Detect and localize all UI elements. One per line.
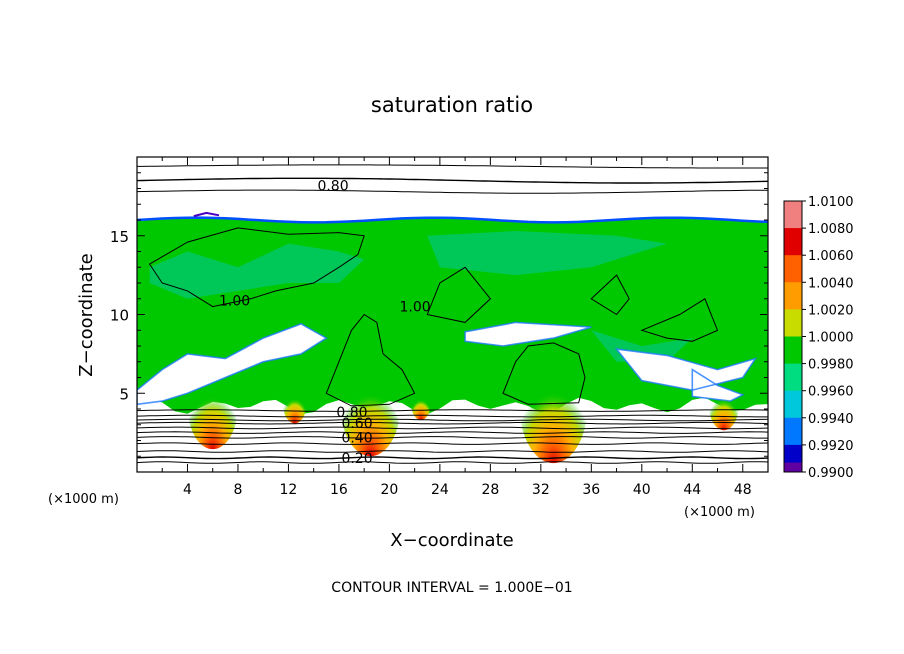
contour-line bbox=[137, 426, 768, 430]
contour-line bbox=[137, 189, 768, 194]
contour-line bbox=[137, 421, 768, 425]
contour-label: 0.60 bbox=[341, 416, 372, 432]
contour-line-1.00 bbox=[325, 313, 416, 407]
colorbar-swatch bbox=[784, 390, 802, 419]
colorbar-swatch bbox=[784, 282, 802, 310]
x-axis-label: X−coordinate bbox=[390, 530, 513, 551]
contour-line-1.00 bbox=[590, 274, 630, 316]
subsaturated-patch bbox=[149, 243, 365, 299]
contour-label: 0.20 bbox=[341, 451, 372, 467]
contour-lines bbox=[137, 164, 768, 464]
contour-line-1.00 bbox=[640, 298, 719, 342]
contour-line bbox=[137, 414, 768, 418]
x-tick-label: 12 bbox=[280, 482, 298, 498]
colorbar-label: 0.9940 bbox=[808, 412, 854, 427]
x-tick-label: 32 bbox=[532, 482, 550, 498]
contour-line bbox=[137, 418, 768, 422]
contour-label: 1.00 bbox=[399, 300, 430, 316]
y-tick-label: 5 bbox=[119, 385, 129, 403]
colorbar-label: 0.9960 bbox=[808, 385, 854, 400]
x-tick-label: 16 bbox=[330, 482, 348, 498]
colorbar-label: 1.0040 bbox=[808, 276, 854, 291]
y-axis: 5 10 15 bbox=[110, 172, 768, 457]
colorbar-swatch bbox=[784, 462, 802, 472]
contour-label: 0.40 bbox=[341, 430, 372, 446]
updraft-core bbox=[340, 352, 401, 457]
x-unit-label-left: (×1000 m) bbox=[48, 492, 119, 507]
colorbar-label: 1.0100 bbox=[808, 195, 854, 210]
x-tick-label: 20 bbox=[380, 482, 398, 498]
x-tick-label: 28 bbox=[481, 482, 499, 498]
updraft-core bbox=[282, 381, 307, 424]
colorbar-label: 1.0060 bbox=[808, 249, 854, 264]
colorbar-label: 1.0020 bbox=[808, 303, 854, 318]
contour-line-1.00 bbox=[148, 227, 365, 308]
colorbar-swatch bbox=[784, 255, 802, 283]
colorbar-swatch bbox=[784, 228, 802, 256]
contour-line-1.00 bbox=[502, 342, 586, 405]
contour-label: 1.00 bbox=[219, 293, 250, 309]
clear-air-region bbox=[465, 322, 592, 346]
y-tick-label: 15 bbox=[110, 228, 129, 246]
contour-line-1.00 bbox=[426, 266, 492, 323]
updraft-core bbox=[708, 378, 739, 431]
colorbar-label: 0.9900 bbox=[808, 466, 854, 481]
colorbar-label: 0.9920 bbox=[808, 439, 854, 454]
updraft-core bbox=[410, 385, 432, 421]
colorbar-swatch bbox=[784, 363, 802, 392]
x-axis: 4 8 12 16 20 24 28 32 36 40 44 48 bbox=[161, 157, 752, 498]
x-tick-label: 40 bbox=[633, 482, 651, 498]
subsaturated-patch bbox=[591, 330, 693, 362]
contour-label: 0.80 bbox=[317, 178, 348, 194]
subsaturated-patch bbox=[427, 231, 667, 276]
colorbar-label: 1.0080 bbox=[808, 222, 854, 237]
clear-air-fringe bbox=[614, 348, 758, 391]
chart-title: saturation ratio bbox=[371, 93, 533, 117]
cloud-top-dip bbox=[193, 211, 220, 218]
x-tick-label: 24 bbox=[431, 482, 449, 498]
clear-air-fringe bbox=[464, 321, 592, 347]
x-unit-label-right: (×1000 m) bbox=[684, 505, 755, 520]
y-axis-label: Z−coordinate bbox=[76, 253, 97, 376]
x-tick-label: 48 bbox=[734, 482, 752, 498]
x-tick-label: 36 bbox=[582, 482, 600, 498]
contour-line bbox=[137, 442, 768, 445]
contour-line bbox=[137, 431, 768, 434]
contour-line bbox=[137, 436, 768, 439]
contour-line bbox=[137, 177, 768, 184]
colorbar: 1.0100 1.0080 1.0060 1.0040 1.0020 1.0000 0.99… bbox=[783, 195, 854, 481]
colorbar-swatch bbox=[784, 201, 802, 229]
clear-air-fringe bbox=[137, 323, 328, 406]
cloud-top-edge bbox=[137, 216, 768, 224]
saturation-field bbox=[137, 211, 768, 464]
x-tick-label: 8 bbox=[233, 482, 242, 498]
contour-labels: 0.801.00 1.000.800.600.400.20 bbox=[219, 178, 431, 466]
updraft-core bbox=[187, 362, 238, 450]
colorbar-swatch bbox=[784, 417, 802, 446]
colorbar-label: 1.0000 bbox=[808, 331, 854, 346]
colorbar-swatch bbox=[784, 336, 802, 365]
x-tick-label: 44 bbox=[683, 482, 701, 498]
y-tick-label: 10 bbox=[110, 307, 129, 325]
contour-line bbox=[137, 461, 768, 464]
colorbar-label: 0.9980 bbox=[808, 358, 854, 373]
contour-line bbox=[137, 164, 768, 169]
x-tick-label: 4 bbox=[183, 482, 192, 498]
contour-interval-note: CONTOUR INTERVAL = 1.000E−01 bbox=[331, 580, 572, 596]
clear-air-region bbox=[137, 323, 327, 405]
colorbar-swatch bbox=[784, 309, 802, 337]
contour-line bbox=[137, 456, 768, 460]
contour-line bbox=[137, 450, 768, 453]
contour-label: 0.80 bbox=[336, 405, 367, 421]
contour-line bbox=[137, 409, 768, 412]
